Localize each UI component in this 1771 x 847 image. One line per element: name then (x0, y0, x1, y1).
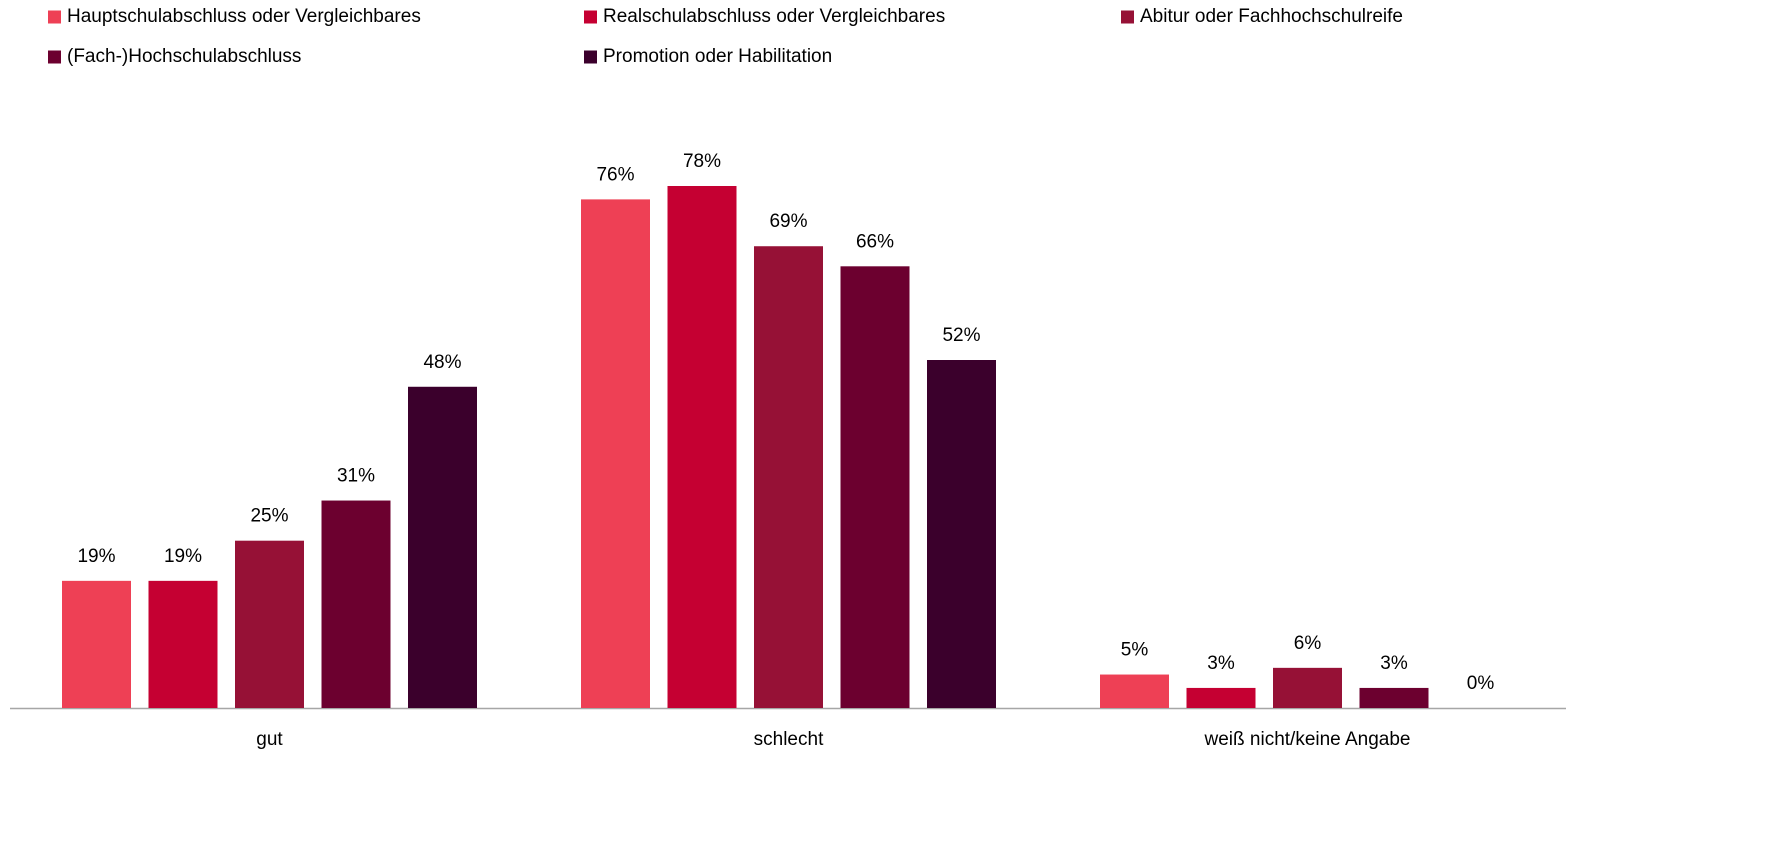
value-label: 48% (423, 352, 461, 373)
legend-swatch (48, 10, 61, 24)
bar (1100, 674, 1169, 708)
value-label: 3% (1207, 653, 1235, 674)
bar (62, 580, 131, 708)
bar (235, 540, 304, 708)
value-label: 76% (596, 164, 634, 185)
category-label: schlecht (754, 729, 824, 750)
value-label: 69% (769, 211, 807, 232)
value-label: 6% (1294, 633, 1322, 654)
value-label: 3% (1380, 653, 1408, 674)
bar (581, 199, 650, 708)
legend-label: Promotion oder Habilitation (603, 46, 832, 67)
value-label: 5% (1121, 640, 1149, 661)
legend-swatch (1121, 10, 1134, 24)
bar (840, 266, 910, 708)
value-label: 66% (856, 231, 894, 252)
legend-swatch (584, 10, 597, 24)
bar (408, 386, 477, 708)
category-label: gut (256, 729, 283, 750)
bar (927, 360, 996, 708)
legend-label: (Fach-)Hochschulabschluss (67, 46, 301, 67)
bar (667, 186, 737, 708)
value-label: 0% (1467, 673, 1495, 694)
bar (1273, 667, 1342, 708)
bar (754, 246, 823, 708)
legend-label: Realschulabschluss oder Vergleichbares (603, 6, 945, 27)
bar (1359, 687, 1429, 708)
legend-label: Hauptschulabschluss oder Vergleichbares (67, 6, 421, 27)
value-label: 52% (942, 325, 980, 346)
value-label: 31% (337, 466, 375, 487)
bar (148, 580, 218, 708)
bar (1186, 687, 1256, 708)
category-label: weiß nicht/keine Angabe (1204, 729, 1411, 750)
legend-swatch (48, 50, 61, 64)
value-label: 78% (683, 151, 721, 172)
bar (321, 500, 391, 708)
legend-label: Abitur oder Fachhochschulreife (1140, 6, 1403, 27)
value-label: 25% (250, 506, 288, 527)
legend-swatch (584, 50, 597, 64)
value-label: 19% (164, 546, 202, 567)
value-label: 19% (77, 546, 115, 567)
